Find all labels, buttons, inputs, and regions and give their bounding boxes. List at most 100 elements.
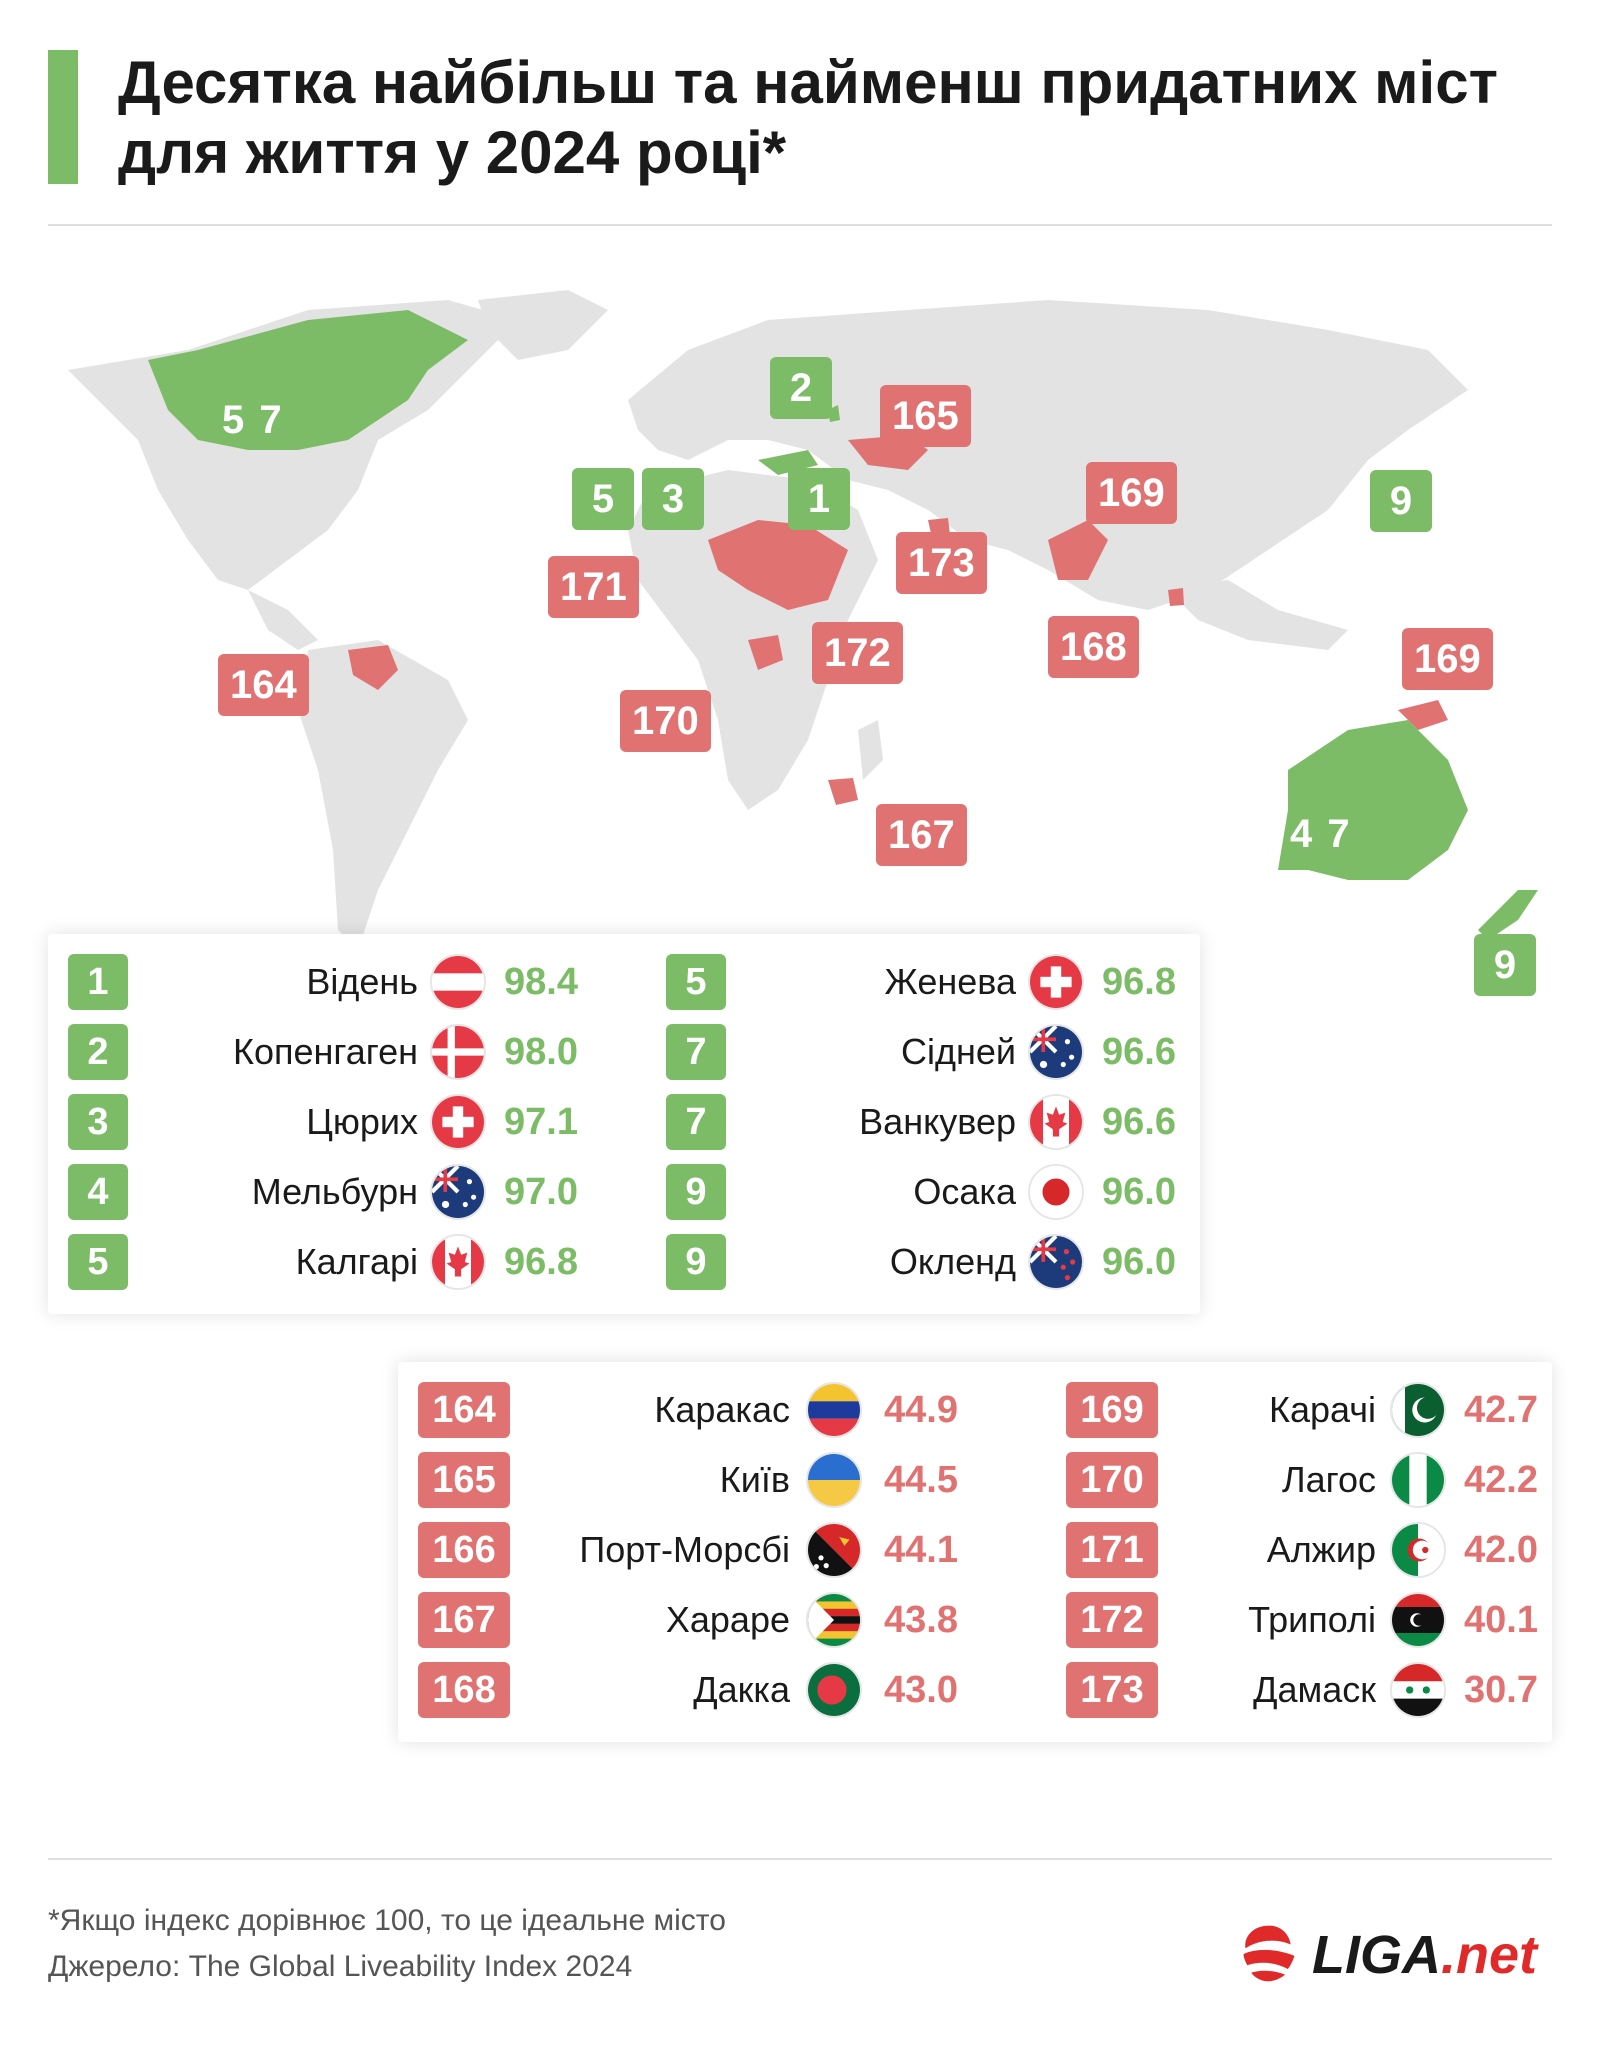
city-name: Мельбурн: [251, 1171, 418, 1212]
worst-row: 168 Дакка 43.0 173 Дамаск 30.7: [418, 1662, 1538, 1718]
zimbabwe-shape: [828, 778, 858, 805]
map-tag-zurich: 3: [642, 468, 704, 530]
score-value: 96.0: [1102, 1241, 1176, 1283]
rank-badge: 3: [68, 1094, 128, 1150]
top-divider: [48, 224, 1552, 226]
denmark-flag-icon: [430, 1024, 486, 1080]
papua-new-guinea-flag-icon: [806, 1522, 862, 1578]
algeria-libya-shape: [708, 520, 848, 610]
worst-row: 167 Хараре 43.8 172 Триполі 40.1: [418, 1592, 1538, 1648]
score-value: 96.6: [1102, 1101, 1176, 1143]
map-tag-caracas: 164: [218, 654, 309, 716]
rank-badge: 172: [1066, 1592, 1158, 1648]
score-value: 44.5: [884, 1459, 958, 1501]
map-tag-lagos: 170: [620, 690, 711, 752]
switzerland-flag-icon: [430, 1094, 486, 1150]
rank-badge: 9: [666, 1234, 726, 1290]
city-name: Хараре: [665, 1599, 790, 1640]
map-tag-karachi: 169: [1086, 462, 1177, 524]
syria-flag-icon: [1390, 1662, 1446, 1718]
central-america-shape: [248, 590, 318, 650]
map-tag-vienna: 1: [788, 468, 850, 530]
score-value: 43.8: [884, 1599, 958, 1641]
greenland-shape: [478, 290, 608, 360]
map-tag-algiers: 171: [548, 556, 639, 618]
best-row: 2 Копенгаген 98.0 7 Сідней 96.6: [68, 1024, 1178, 1080]
score-value: 44.9: [884, 1389, 958, 1431]
map-tag-osaka: 9: [1370, 470, 1432, 532]
best-row: 4 Мельбурн 97.0 9 Осака 96.0: [68, 1164, 1178, 1220]
madagascar-shape: [858, 720, 883, 780]
map-tag-dhaka: 168: [1048, 616, 1139, 678]
map-tag-copenhagen: 2: [770, 357, 832, 419]
score-value: 98.0: [504, 1031, 578, 1073]
zimbabwe-flag-icon: [806, 1592, 862, 1648]
worst-row: 165 Київ 44.5 170 Лагос 42.2: [418, 1452, 1538, 1508]
new-zealand-flag-icon: [1028, 1234, 1084, 1290]
rank-badge: 168: [418, 1662, 510, 1718]
australia-flag-icon: [1028, 1024, 1084, 1080]
map-tag-tripoli: 172: [812, 622, 903, 684]
rank-badge: 167: [418, 1592, 510, 1648]
algeria-flag-icon: [1390, 1522, 1446, 1578]
rank-badge: 164: [418, 1382, 510, 1438]
bottom-divider: [48, 1858, 1552, 1860]
australia-shape: [1278, 720, 1468, 880]
city-name: Карачі: [1269, 1389, 1376, 1430]
map-tag-damascus: 173: [896, 532, 987, 594]
city-name: Копенгаген: [233, 1031, 418, 1072]
australia-flag-icon: [430, 1164, 486, 1220]
rank-badge: 7: [666, 1024, 726, 1080]
rank-badge: 2: [68, 1024, 128, 1080]
city-name: Женева: [884, 961, 1016, 1002]
best-cities-panel: 1 Відень 98.4 5 Женева 96.8 2 Копенгаген…: [48, 934, 1200, 1314]
nigeria-shape: [748, 635, 783, 670]
new-zealand-shape: [1478, 890, 1538, 940]
city-name: Відень: [306, 961, 418, 1002]
logo-main-text: LIGA: [1312, 1925, 1441, 1985]
score-value: 44.1: [884, 1529, 958, 1571]
papua-new-guinea-shape: [1398, 700, 1448, 730]
rank-badge: 173: [1066, 1662, 1158, 1718]
city-name: Сідней: [900, 1031, 1016, 1072]
page-title: Десятка найбільш та найменш придатних мі…: [118, 49, 1498, 186]
libya-flag-icon: [1390, 1592, 1446, 1648]
score-value: 96.0: [1102, 1171, 1176, 1213]
rank-badge: 1: [68, 954, 128, 1010]
rank-badge: 4: [68, 1164, 128, 1220]
worst-row: 166 Порт-Морсбі 44.1 171 Алжир 42.0: [418, 1522, 1538, 1578]
city-name: Каракас: [654, 1389, 790, 1430]
source-note: Джерело: The Global Liveability Index 20…: [48, 1950, 633, 1983]
score-value: 42.2: [1464, 1459, 1538, 1501]
footnote: *Якщо індекс дорівнює 100, то це ідеальн…: [48, 1904, 726, 1937]
rank-badge: 165: [418, 1452, 510, 1508]
city-name: Дакка: [693, 1669, 790, 1710]
score-value: 42.7: [1464, 1389, 1538, 1431]
rank-badge: 5: [666, 954, 726, 1010]
city-name: Порт-Морсбі: [579, 1529, 790, 1570]
best-row: 3 Цюрих 97.1 7 Ванкувер 96.6: [68, 1094, 1178, 1150]
score-value: 97.1: [504, 1101, 578, 1143]
world-map: [48, 290, 1560, 970]
best-row: 1 Відень 98.4 5 Женева 96.8: [68, 954, 1178, 1010]
ukraine-flag-icon: [806, 1452, 862, 1508]
rank-badge: 5: [68, 1234, 128, 1290]
austria-flag-icon: [430, 954, 486, 1010]
map-tag-port-moresby: 169: [1402, 628, 1493, 690]
worst-row: 164 Каракас 44.9 169 Карачі 42.7: [418, 1382, 1538, 1438]
city-name: Окленд: [889, 1241, 1016, 1282]
rank-badge: 170: [1066, 1452, 1158, 1508]
map-tag-geneva: 5: [572, 468, 634, 530]
city-name: Ванкувер: [859, 1101, 1016, 1142]
canada-flag-icon: [1028, 1094, 1084, 1150]
title-accent-bar: [48, 50, 78, 184]
score-value: 96.6: [1102, 1031, 1176, 1073]
bangladesh-shape: [1168, 588, 1184, 606]
score-value: 42.0: [1464, 1529, 1538, 1571]
city-name: Лагос: [1281, 1459, 1376, 1500]
map-tag-harare: 167: [876, 804, 967, 866]
liga-logo: LIGA.net: [1236, 1920, 1556, 1990]
city-name: Цюрих: [306, 1101, 418, 1142]
venezuela-flag-icon: [806, 1382, 862, 1438]
city-name: Калгарі: [295, 1241, 418, 1282]
